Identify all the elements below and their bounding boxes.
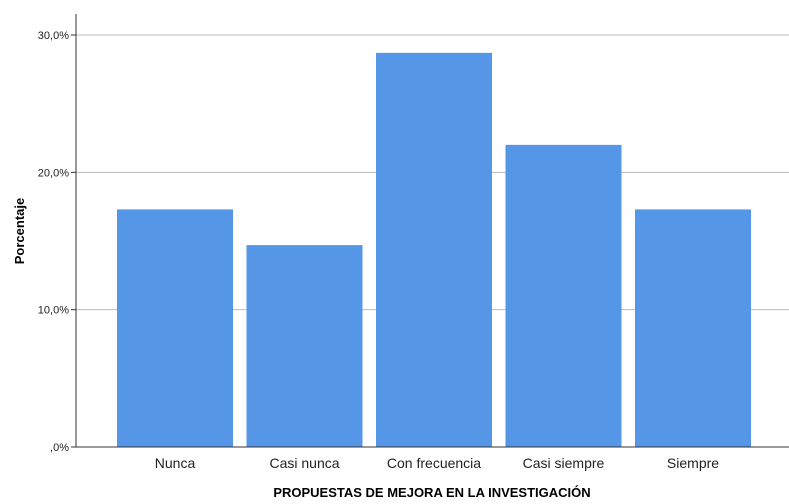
y-tick-labels: ,0% 10,0% 20,0% 30,0% bbox=[38, 30, 69, 454]
x-category-label: Nunca bbox=[155, 455, 196, 471]
y-tick-label: 10,0% bbox=[38, 305, 69, 317]
bar bbox=[505, 144, 622, 447]
y-tick-label: ,0% bbox=[50, 442, 69, 454]
x-category-label: Casi siempre bbox=[523, 455, 605, 471]
bars bbox=[117, 52, 751, 447]
y-tick-label: 30,0% bbox=[38, 30, 69, 42]
x-category-label: Con frecuencia bbox=[387, 455, 481, 471]
x-axis-title: PROPUESTAS DE MEJORA EN LA INVESTIGACIÓN bbox=[273, 485, 590, 500]
bar bbox=[117, 209, 233, 447]
bar bbox=[246, 245, 363, 447]
bar bbox=[376, 52, 492, 447]
x-category-label: Siempre bbox=[667, 455, 719, 471]
y-tick-label: 20,0% bbox=[38, 167, 69, 179]
y-axis-title: Porcentaje bbox=[12, 198, 27, 264]
x-category-label: Casi nunca bbox=[269, 455, 339, 471]
bar bbox=[635, 209, 751, 447]
x-category-labels: Nunca Casi nunca Con frecuencia Casi siempr… bbox=[155, 455, 720, 471]
